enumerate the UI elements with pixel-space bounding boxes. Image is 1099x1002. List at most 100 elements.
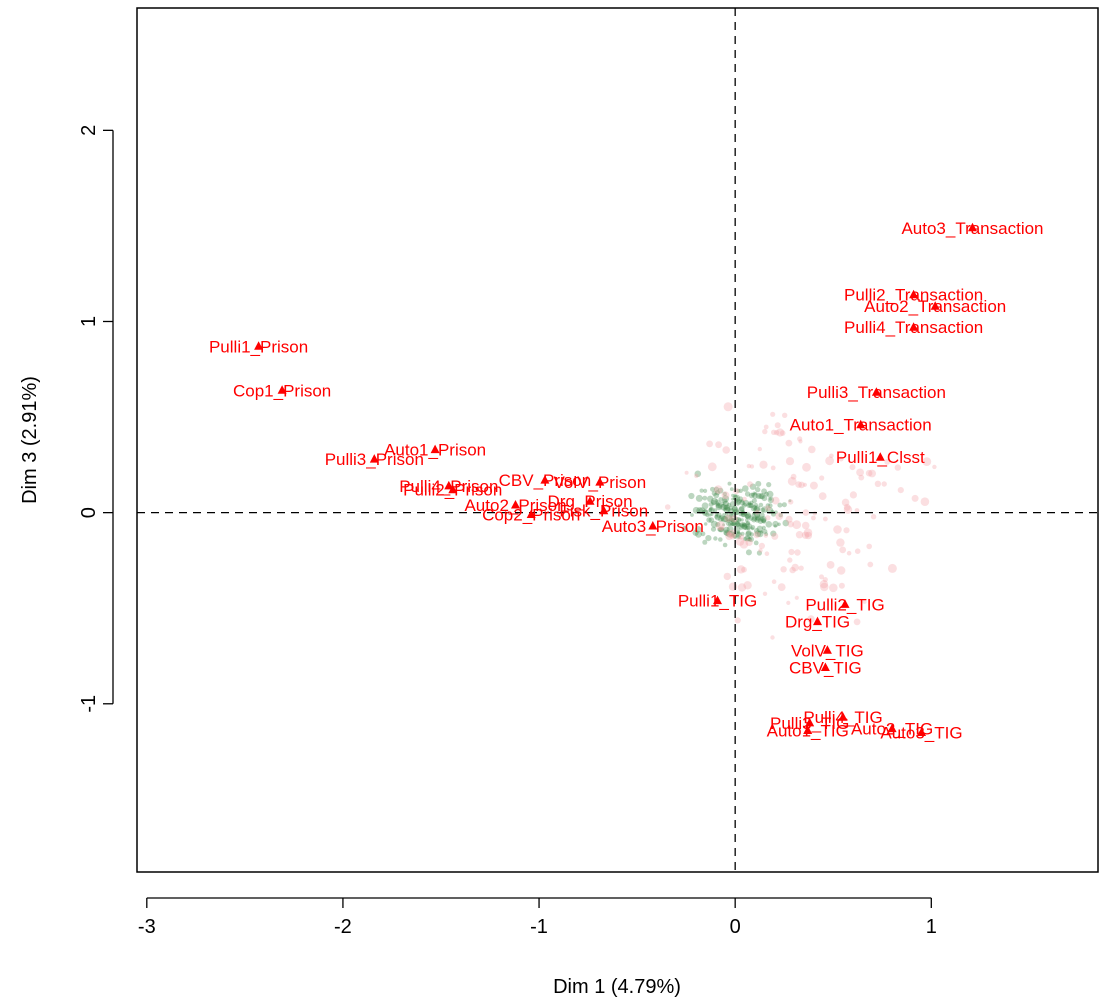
cloud-point-green — [764, 491, 769, 497]
point-marker — [277, 385, 287, 394]
cloud-point-red — [870, 514, 877, 520]
cloud-point-green — [742, 525, 748, 530]
cloud-point-green — [721, 527, 725, 531]
point-marker — [887, 723, 897, 733]
cloud-point-green — [747, 537, 753, 542]
cloud-point-green — [758, 512, 765, 518]
cloud-point-green — [714, 514, 721, 521]
cloud-point-green — [753, 540, 759, 546]
cloud-point-green — [713, 536, 718, 541]
cloud-point-green — [703, 488, 708, 493]
cloud-point-red — [763, 424, 769, 430]
cloud-point-green — [724, 530, 730, 536]
cloud-point-green — [740, 499, 745, 503]
cloud-point-green — [732, 532, 738, 539]
cloud-point-green — [716, 512, 722, 518]
cloud-point-green — [730, 533, 735, 538]
cloud-point-green — [755, 493, 762, 499]
cloud-point-red — [887, 563, 897, 573]
cloud-point-red — [911, 494, 919, 502]
point-marker — [430, 444, 440, 454]
cloud-point-green — [740, 531, 745, 536]
cloud-point-red — [867, 561, 874, 568]
cloud-point-red — [865, 469, 873, 477]
cloud-point-red — [786, 600, 791, 606]
cloud-point-red — [819, 475, 825, 481]
cloud-point-red — [801, 531, 810, 539]
cloud-point-red — [707, 462, 717, 472]
cloud-point-red — [820, 582, 829, 592]
cloud-point-green — [726, 530, 733, 538]
cloud-point-green — [745, 531, 752, 538]
cloud-point-green — [752, 491, 756, 495]
cloud-point-green — [710, 520, 718, 528]
cloud-point-green — [708, 508, 713, 513]
cloud-point-red — [724, 514, 732, 522]
cloud-point-green — [708, 517, 715, 523]
cloud-point-green — [717, 516, 724, 522]
cloud-point-green — [738, 488, 743, 493]
cloud-point-green — [699, 488, 704, 493]
cloud-point-red — [854, 508, 860, 513]
cloud-point-green — [746, 525, 751, 531]
cloud-point-red — [798, 481, 805, 489]
cloud-point-green — [706, 517, 712, 523]
cloud-point-green — [760, 530, 764, 534]
cloud-point-red — [770, 411, 776, 417]
x-tick-label: 0 — [730, 916, 741, 938]
cloud-point-green — [688, 492, 695, 500]
point-marker — [909, 289, 919, 299]
cloud-point-green — [726, 525, 734, 533]
point-label: Auto3_TIG — [880, 723, 962, 742]
cloud-point-green — [715, 522, 721, 527]
cloud-point-red — [764, 551, 770, 556]
cloud-point-green — [710, 497, 718, 505]
cloud-point-green — [707, 495, 714, 502]
cloud-point-red — [684, 470, 689, 475]
point-label: Pulli2_Prison — [403, 481, 502, 500]
point-label: Auto2_Prison — [464, 496, 566, 515]
cloud-point-red — [771, 532, 779, 540]
cloud-point-green — [719, 514, 723, 519]
point-label: VolV_TIG — [791, 641, 864, 660]
cloud-point-green — [766, 482, 772, 488]
cloud-point-red — [714, 485, 723, 494]
cloud-point-green — [720, 518, 724, 522]
point-label: Auto2_TIG — [851, 720, 933, 739]
point-marker — [803, 725, 813, 734]
point-label: Pulli1_TIG — [678, 592, 757, 611]
cloud-point-red — [747, 481, 753, 488]
cloud-point-green — [710, 526, 717, 532]
cloud-point-green — [727, 481, 732, 486]
cloud-point-green — [723, 504, 729, 510]
cloud-point-red — [822, 577, 828, 583]
cloud-point-green — [754, 505, 761, 512]
cloud-point-green — [753, 502, 759, 508]
x-tick-label: 1 — [926, 916, 937, 938]
cloud-point-green — [748, 536, 754, 543]
cloud-point-green — [751, 516, 757, 523]
cloud-point-red — [759, 460, 768, 469]
cloud-point-red — [723, 402, 733, 412]
point-marker — [648, 521, 658, 530]
cloud-point-red — [856, 468, 864, 477]
cloud-point-red — [807, 615, 815, 623]
cloud-point-green — [713, 492, 720, 499]
cloud-point-green — [701, 502, 709, 510]
cloud-point-green — [759, 515, 767, 523]
cloud-point-green — [718, 537, 723, 542]
cloud-point-red — [745, 538, 753, 547]
cloud-point-green — [754, 530, 762, 537]
cloud-point-red — [795, 531, 804, 539]
cloud-point-red — [780, 566, 787, 573]
cloud-point-green — [726, 502, 732, 508]
cloud-point-red — [922, 457, 932, 466]
cloud-point-green — [731, 522, 735, 526]
cloud-point-red — [841, 498, 850, 507]
cloud-point-green — [760, 517, 767, 523]
point-marker — [595, 477, 605, 486]
cloud-point-red — [897, 487, 904, 494]
cloud-point-green — [711, 490, 717, 496]
cloud-point-green — [732, 495, 739, 501]
point-marker — [599, 505, 609, 515]
